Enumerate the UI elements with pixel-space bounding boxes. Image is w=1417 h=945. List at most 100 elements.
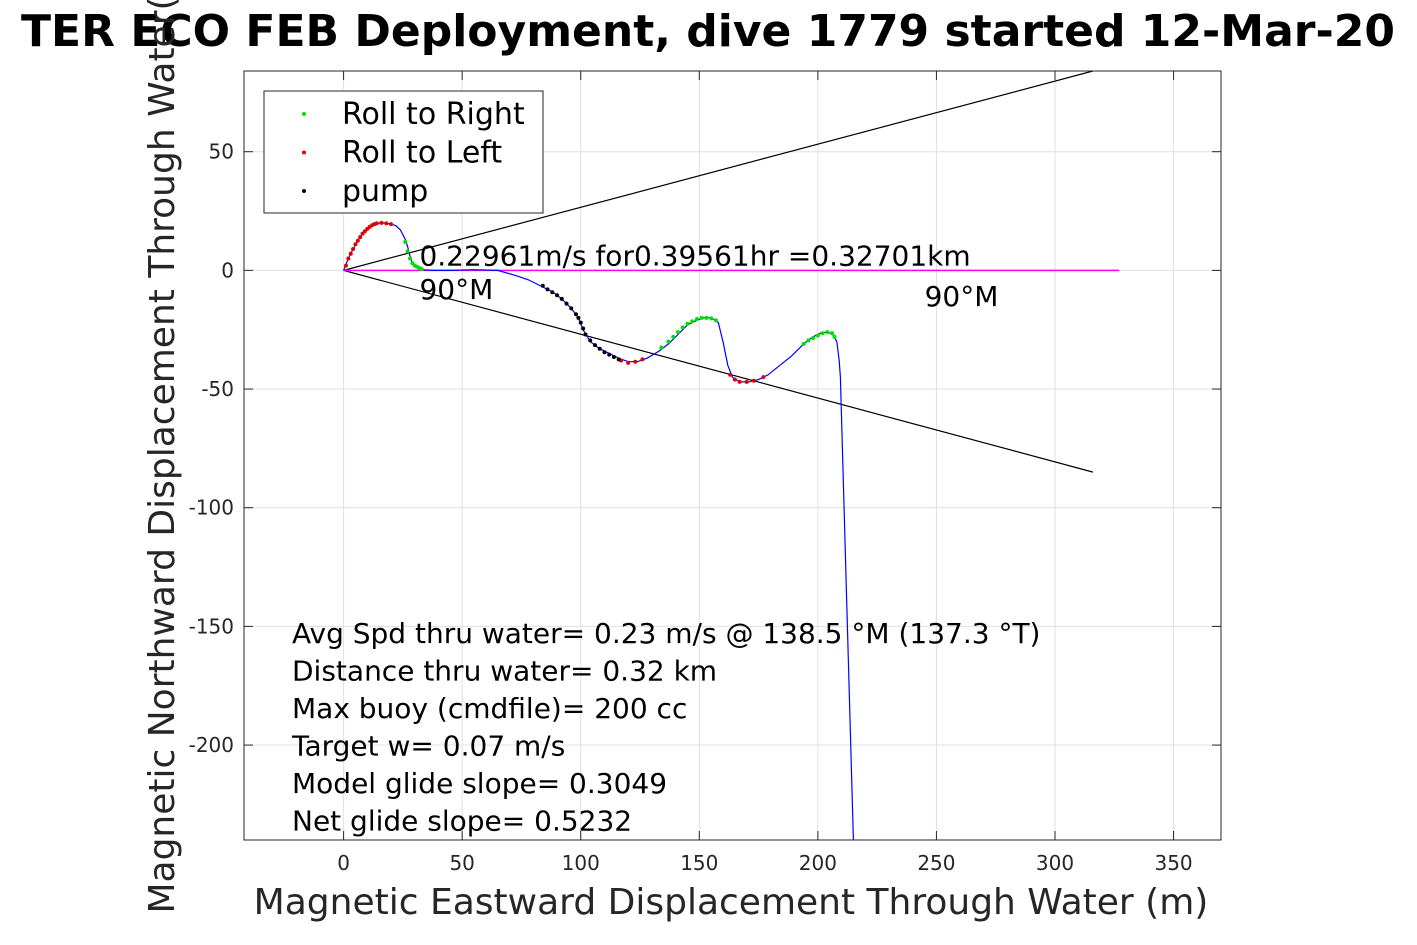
legend-marker	[302, 112, 306, 116]
y-tick-label: -150	[189, 614, 234, 638]
info-line: Net glide slope= 0.5232	[292, 805, 632, 838]
annotation-text: 0.22961m/s for0.39561hr =0.32701km	[419, 240, 970, 273]
roll-left-point	[379, 220, 384, 225]
legend-label: Roll to Left	[342, 136, 502, 171]
pump-point	[597, 346, 602, 351]
annotation-text: 90°M	[419, 273, 493, 306]
cone-line	[343, 70, 1094, 271]
legend-label: Roll to Right	[342, 97, 525, 132]
pump-point	[569, 306, 574, 311]
roll-right-point	[713, 318, 718, 323]
info-text: Avg Spd thru water= 0.23 m/s @ 138.5 °M …	[291, 617, 1040, 838]
pump-point	[616, 357, 621, 362]
pump-point	[588, 338, 593, 343]
cone-line	[343, 269, 1094, 473]
roll-right-point	[815, 333, 820, 338]
roll-right-point	[832, 334, 837, 339]
roll-right-point	[419, 267, 424, 272]
roll-right-point	[825, 330, 830, 335]
roll-left-point	[351, 247, 356, 252]
roll-right-point	[407, 256, 412, 261]
roll-right-point	[709, 316, 714, 321]
roll-left-point	[374, 221, 379, 226]
x-tick-label: 100	[562, 851, 600, 875]
roll-right-point	[666, 339, 671, 344]
x-tick-label: 350	[1154, 851, 1192, 875]
y-axis-label: Magnetic Northward Displacement Through …	[142, 0, 183, 914]
y-tick-label: -100	[189, 496, 234, 520]
info-line: Max buoy (cmdfile)= 200 cc	[292, 692, 687, 725]
info-line: Distance thru water= 0.32 km	[292, 655, 717, 688]
roll-right-point	[690, 319, 695, 324]
roll-left-point	[744, 379, 749, 384]
axes-box	[243, 70, 1222, 841]
chart-title: TER ECO FEB Deployment, dive 1779 starte…	[21, 6, 1395, 57]
roll-left-point	[355, 238, 360, 243]
y-tick-label: 0	[221, 258, 234, 282]
roll-left-point	[346, 256, 351, 261]
roll-left-point	[633, 359, 638, 364]
roll-left-point	[732, 377, 737, 382]
roll-right-point	[659, 345, 664, 350]
roll-left-point	[348, 251, 353, 256]
roll-right-point	[704, 315, 709, 320]
roll-left-point	[761, 375, 766, 380]
pump-point	[573, 312, 578, 317]
roll-right-point	[671, 334, 676, 339]
roll-right-point	[811, 336, 816, 341]
points	[343, 220, 837, 384]
roll-right-point	[405, 249, 410, 254]
legend-marker	[302, 189, 306, 193]
legend-label: pump	[342, 174, 428, 209]
roll-right-point	[801, 341, 806, 346]
pump-point	[576, 315, 581, 320]
roll-left-point	[343, 263, 348, 268]
roll-right-point	[830, 331, 835, 336]
roll-right-point	[694, 317, 699, 322]
pump-point	[578, 320, 583, 325]
roll-left-point	[626, 360, 631, 365]
x-tick-label: 50	[449, 851, 474, 875]
roll-right-point	[685, 321, 690, 326]
pump-point	[550, 290, 555, 295]
roll-left-point	[353, 242, 358, 247]
pump-point	[545, 287, 550, 292]
pump-point	[540, 283, 545, 288]
roll-left-point	[389, 222, 394, 227]
x-axis-label: Magnetic Eastward Displacement Through W…	[254, 882, 1209, 923]
info-line: Model glide slope= 0.3049	[292, 767, 667, 800]
pump-point	[583, 332, 588, 337]
legend-marker	[302, 150, 306, 155]
y-tick-label: -200	[189, 733, 234, 757]
roll-right-point	[675, 330, 680, 335]
roll-left-point	[728, 372, 733, 377]
pump-point	[559, 296, 564, 301]
roll-left-point	[640, 357, 645, 362]
roll-left-point	[384, 221, 389, 226]
roll-left-point	[358, 235, 363, 240]
y-tick-label: -50	[201, 377, 234, 401]
roll-right-point	[403, 239, 408, 244]
ticks: 0 50 100 150 200 250 300 350 50 0 -50 -100 -150 -200	[189, 71, 1221, 875]
roll-right-point	[680, 325, 685, 330]
info-line: Target w= 0.07 m/s	[291, 730, 565, 763]
annotation-text: 90°M	[925, 280, 999, 313]
pump-point	[611, 355, 616, 360]
cone-lines	[343, 70, 1094, 473]
x-tick-label: 0	[337, 851, 350, 875]
pump-point	[607, 352, 612, 357]
pump-point	[555, 293, 560, 298]
roll-left-point	[737, 379, 742, 384]
x-tick-label: 250	[917, 851, 955, 875]
pump-point	[564, 301, 569, 306]
y-tick-label: 50	[209, 140, 234, 164]
info-line: Avg Spd thru water= 0.23 m/s @ 138.5 °M …	[292, 617, 1040, 650]
roll-left-point	[751, 378, 756, 383]
roll-right-point	[699, 315, 704, 320]
x-tick-label: 200	[799, 851, 837, 875]
pump-point	[602, 350, 607, 355]
x-tick-label: 150	[680, 851, 718, 875]
